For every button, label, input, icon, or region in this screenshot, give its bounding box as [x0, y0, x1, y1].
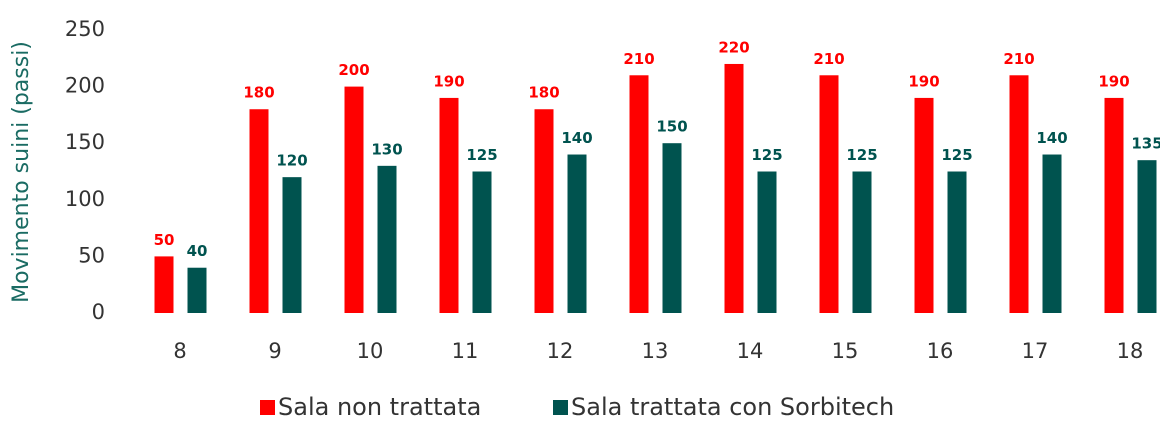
- bar: [724, 63, 744, 314]
- bar: [154, 256, 174, 313]
- bar: [439, 97, 459, 313]
- data-label: 125: [846, 146, 877, 164]
- y-tick-label: 0: [92, 300, 105, 324]
- bar: [757, 171, 777, 313]
- bar: [282, 177, 302, 313]
- data-label: 130: [371, 140, 402, 158]
- data-label: 190: [908, 72, 939, 90]
- bar: [249, 109, 269, 314]
- data-label: 40: [187, 242, 208, 260]
- data-label: 140: [561, 129, 592, 147]
- data-label: 120: [276, 152, 307, 170]
- data-label: 180: [528, 84, 559, 102]
- bar: [1104, 97, 1124, 313]
- bar: [567, 154, 587, 313]
- y-tick-label: 100: [65, 187, 105, 211]
- data-label: 150: [656, 118, 687, 136]
- x-tick-label: 17: [1022, 339, 1049, 363]
- data-label: 190: [1098, 72, 1129, 90]
- y-tick-label: 50: [78, 243, 105, 267]
- data-label: 135: [1131, 135, 1160, 153]
- y-axis-label: Movimento suini (passi): [9, 41, 34, 303]
- bar: [819, 75, 839, 313]
- legend-label: Sala trattata con Sorbitech: [571, 393, 894, 420]
- data-label: 210: [813, 50, 844, 68]
- bar: [472, 171, 492, 313]
- bar: [1009, 75, 1029, 313]
- x-tick-label: 13: [642, 339, 669, 363]
- bar: [947, 171, 967, 313]
- bar: [629, 75, 649, 313]
- data-label: 140: [1036, 129, 1067, 147]
- data-label: 200: [338, 61, 369, 79]
- bar: [534, 109, 554, 314]
- x-tick-label: 8: [173, 339, 186, 363]
- x-tick-label: 16: [927, 339, 954, 363]
- bar: [377, 165, 397, 313]
- data-label: 50: [154, 231, 175, 249]
- x-tick-label: 14: [737, 339, 764, 363]
- bar: [187, 267, 207, 313]
- x-tick-label: 11: [452, 339, 479, 363]
- data-label: 125: [466, 146, 497, 164]
- bar: [1042, 154, 1062, 313]
- y-tick-label: 150: [65, 130, 105, 154]
- data-label: 125: [751, 146, 782, 164]
- bar: [344, 86, 364, 313]
- x-tick-label: 10: [357, 339, 384, 363]
- legend-label: Sala non trattata: [278, 393, 481, 420]
- legend-swatch: [260, 400, 275, 415]
- x-tick-label: 12: [547, 339, 574, 363]
- x-tick-label: 9: [268, 339, 281, 363]
- bar: [662, 143, 682, 313]
- bar: [852, 171, 872, 313]
- data-label: 220: [718, 38, 749, 56]
- data-label: 125: [941, 146, 972, 164]
- x-tick-label: 18: [1117, 339, 1144, 363]
- bar: [914, 97, 934, 313]
- x-tick-label: 15: [832, 339, 859, 363]
- legend-swatch: [553, 400, 568, 415]
- y-tick-label: 250: [65, 17, 105, 41]
- data-label: 210: [623, 50, 654, 68]
- y-tick-label: 200: [65, 74, 105, 98]
- data-label: 210: [1003, 50, 1034, 68]
- bar: [1137, 160, 1157, 313]
- data-label: 190: [433, 72, 464, 90]
- data-label: 180: [243, 84, 274, 102]
